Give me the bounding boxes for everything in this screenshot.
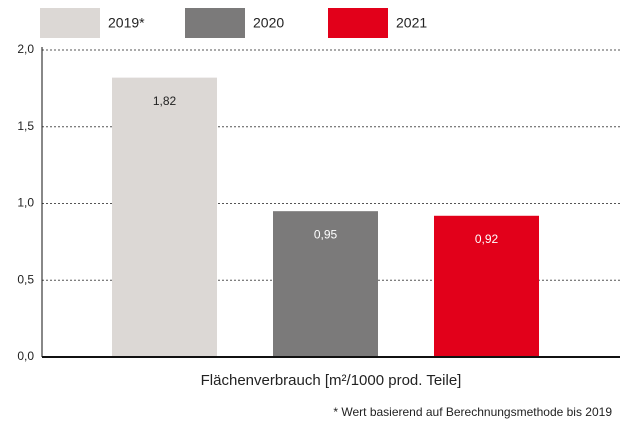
legend-label: 2019* — [108, 15, 145, 31]
data-label: 0,92 — [475, 232, 499, 246]
bar — [112, 77, 217, 357]
y-tick-label: 2,0 — [17, 42, 34, 56]
y-tick-label: 1,5 — [17, 119, 34, 133]
footnote: * Wert basierend auf Berechnungsmethode … — [333, 405, 612, 419]
bar — [434, 215, 539, 357]
y-tick-label: 0,0 — [17, 349, 34, 363]
legend-swatch — [40, 8, 100, 38]
x-axis-label: Flächenverbrauch [m²/1000 prod. Teile] — [201, 372, 462, 389]
legend-label: 2021 — [396, 15, 427, 31]
y-tick-label: 1,0 — [17, 196, 34, 210]
legend-label: 2020 — [253, 15, 284, 31]
legend-swatch — [328, 8, 388, 38]
y-tick-label: 0,5 — [17, 272, 34, 286]
bar — [273, 211, 378, 357]
legend-swatch — [185, 8, 245, 38]
data-label: 0,95 — [314, 227, 338, 241]
data-label: 1,82 — [153, 94, 177, 108]
